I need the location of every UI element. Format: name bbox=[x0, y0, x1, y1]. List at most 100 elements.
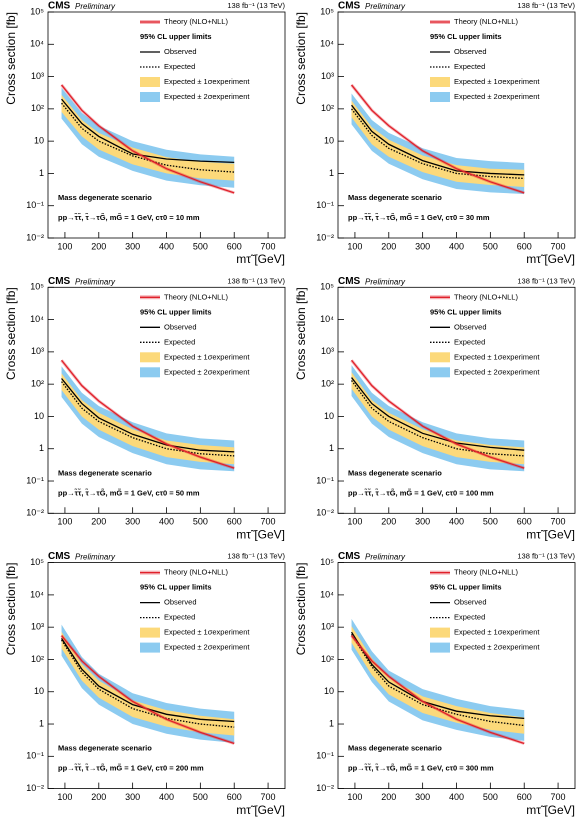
lumi-label: 138 fb⁻¹ (13 TeV) bbox=[227, 1, 285, 10]
lumi-label: 138 fb⁻¹ (13 TeV) bbox=[227, 276, 285, 285]
band bbox=[351, 618, 525, 741]
cms-label: CMS bbox=[48, 551, 71, 562]
legend-header: 95% CL upper limits bbox=[140, 32, 212, 41]
legend-swatch bbox=[430, 627, 450, 638]
x-tick-label: 400 bbox=[449, 517, 464, 527]
process-label: pp→τ̃τ̃, τ̃→τG̃, mG̃ = 1 GeV, cτ0 = 50 m… bbox=[58, 488, 200, 497]
legend-label: Theory (NLO+NLL) bbox=[164, 292, 228, 301]
legend-label: Expected ± 1σexperiment bbox=[454, 77, 540, 86]
line bbox=[350, 633, 525, 727]
x-axis-label: mτ̃ [GeV] bbox=[526, 527, 575, 541]
x-tick-label: 200 bbox=[381, 792, 396, 802]
legend-swatch bbox=[140, 92, 160, 102]
x-tick-label: 200 bbox=[91, 792, 106, 802]
legend-label: Expected ± 1σexperiment bbox=[164, 77, 250, 86]
x-tick-label: 500 bbox=[193, 517, 208, 527]
x-tick-label: 600 bbox=[517, 792, 532, 802]
cms-label: CMS bbox=[338, 276, 361, 287]
legend-label: Observed bbox=[454, 47, 487, 56]
legend-label: Expected ± 2σexperiment bbox=[454, 643, 540, 652]
legend-label: Expected bbox=[164, 62, 195, 71]
line bbox=[351, 635, 525, 745]
y-tick-label: 10⁵ bbox=[30, 282, 44, 292]
x-tick-label: 300 bbox=[415, 241, 430, 251]
x-tick-label: 600 bbox=[517, 241, 532, 251]
process-label: pp→τ̃τ̃, τ̃→τG̃, mG̃ = 1 GeV, cτ0 = 200 … bbox=[58, 764, 204, 773]
scenario-label: Mass degenerate scenario bbox=[348, 468, 442, 477]
y-tick-label: 10³ bbox=[321, 71, 334, 81]
x-tick-label: 600 bbox=[227, 792, 242, 802]
line bbox=[351, 359, 525, 469]
cms-label: CMS bbox=[48, 276, 71, 287]
legend-swatch bbox=[430, 642, 450, 653]
lumi-label: 138 fb⁻¹ (13 TeV) bbox=[517, 552, 575, 561]
x-tick-label: 400 bbox=[159, 517, 174, 527]
line bbox=[61, 102, 235, 173]
lumi-label: 138 fb⁻¹ (13 TeV) bbox=[517, 1, 575, 10]
scenario-label: Mass degenerate scenario bbox=[348, 193, 442, 202]
scenario-label: Mass degenerate scenario bbox=[348, 744, 442, 753]
y-tick-label: 10⁻¹ bbox=[26, 751, 44, 761]
y-tick-label: 10⁻² bbox=[26, 232, 44, 242]
x-tick-label: 200 bbox=[91, 241, 106, 251]
x-axis-label: mτ̃ [GeV] bbox=[526, 252, 575, 266]
legend-label: Expected ± 2σexperiment bbox=[164, 92, 250, 101]
line bbox=[351, 377, 525, 451]
y-tick-label: 10⁴ bbox=[30, 314, 44, 324]
x-tick-label: 500 bbox=[193, 241, 208, 251]
legend-label: Observed bbox=[164, 47, 197, 56]
y-tick-label: 10⁴ bbox=[30, 39, 44, 49]
cms-label: CMS bbox=[338, 551, 361, 562]
y-tick-label: 10⁵ bbox=[320, 557, 334, 567]
legend-header: 95% CL upper limits bbox=[140, 307, 212, 316]
legend-label: Expected ± 1σexperiment bbox=[454, 352, 540, 361]
x-tick-label: 100 bbox=[347, 517, 362, 527]
panel: 10⁻² 10⁻¹ 1 10 10² 10³ 10⁴ 10⁵ 100 200 300 400 500 60… bbox=[4, 551, 285, 817]
y-tick-label: 10⁻² bbox=[26, 783, 44, 793]
cms-label: CMS bbox=[338, 1, 361, 12]
x-tick-label: 600 bbox=[227, 241, 242, 251]
legend-label: Expected bbox=[454, 62, 485, 71]
legend-label: Expected ± 2σexperiment bbox=[454, 92, 540, 101]
legend-label: Expected ± 2σexperiment bbox=[164, 643, 250, 652]
panel: 10⁻² 10⁻¹ 1 10 10² 10³ 10⁴ 10⁵ 100 200 300 400 500 60… bbox=[4, 1, 285, 267]
panel: 10⁻² 10⁻¹ 1 10 10² 10³ 10⁴ 10⁵ 100 200 300 400 500 60… bbox=[294, 1, 575, 267]
legend-label: Expected ± 2σexperiment bbox=[454, 367, 540, 376]
line bbox=[351, 380, 525, 457]
legend-label: Expected ± 1σexperiment bbox=[164, 628, 250, 637]
y-tick-label: 10² bbox=[321, 103, 334, 113]
legend-swatch bbox=[430, 92, 450, 102]
y-tick-label: 10 bbox=[324, 136, 334, 146]
y-axis-label: Cross section [fb] bbox=[4, 287, 18, 380]
process-label: pp→τ̃τ̃, τ̃→τG̃, mG̃ = 1 GeV, cτ0 = 100 … bbox=[348, 488, 494, 497]
y-tick-label: 10⁻¹ bbox=[316, 475, 334, 485]
x-tick-label: 700 bbox=[551, 241, 566, 251]
x-tick-label: 700 bbox=[261, 792, 276, 802]
band bbox=[61, 624, 235, 743]
y-tick-label: 10⁴ bbox=[320, 314, 334, 324]
y-tick-label: 10⁴ bbox=[320, 39, 334, 49]
line bbox=[61, 381, 235, 457]
preliminary-label: Preliminary bbox=[365, 2, 406, 11]
x-tick-label: 300 bbox=[125, 241, 140, 251]
legend-header: 95% CL upper limits bbox=[430, 307, 502, 316]
y-tick-label: 10⁴ bbox=[30, 589, 44, 599]
legend-label: Theory (NLO+NLL) bbox=[454, 568, 518, 577]
x-tick-label: 100 bbox=[347, 241, 362, 251]
y-tick-label: 10³ bbox=[321, 346, 334, 356]
lumi-label: 138 fb⁻¹ (13 TeV) bbox=[227, 552, 285, 561]
y-tick-label: 10³ bbox=[31, 71, 44, 81]
process-label: pp→τ̃τ̃, τ̃→τG̃, mG̃ = 1 GeV, cτ0 = 300 … bbox=[348, 764, 494, 773]
legend-swatch bbox=[140, 642, 160, 653]
scenario-label: Mass degenerate scenario bbox=[58, 468, 152, 477]
legend-label: Theory (NLO+NLL) bbox=[164, 568, 228, 577]
cms-label: CMS bbox=[48, 1, 71, 12]
preliminary-label: Preliminary bbox=[75, 277, 116, 286]
x-tick-label: 100 bbox=[347, 792, 362, 802]
y-tick-label: 10³ bbox=[31, 622, 44, 632]
y-tick-label: 1 bbox=[39, 443, 44, 453]
y-tick-label: 10³ bbox=[321, 622, 334, 632]
line bbox=[61, 635, 235, 745]
x-tick-label: 300 bbox=[125, 517, 140, 527]
